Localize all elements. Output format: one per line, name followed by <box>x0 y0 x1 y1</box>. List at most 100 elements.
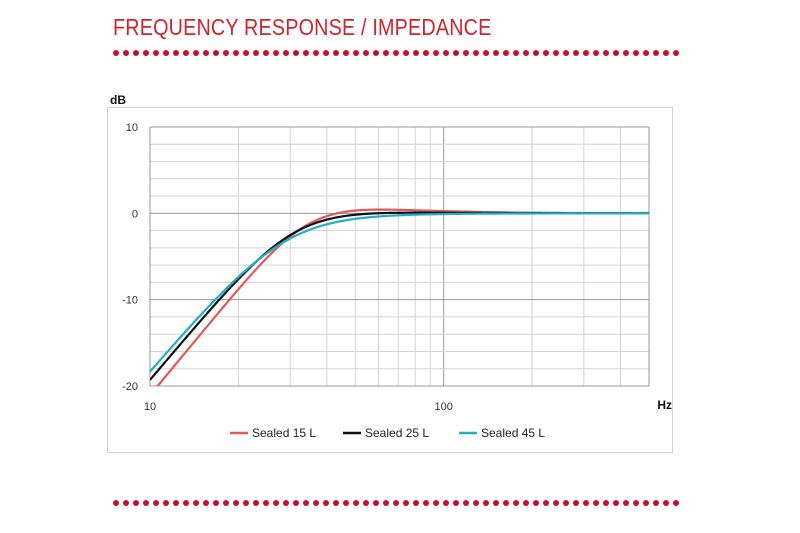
divider-dot <box>243 500 249 506</box>
divider-dot <box>123 50 129 56</box>
divider-dot <box>433 500 439 506</box>
divider-dot <box>493 500 499 506</box>
divider-dot <box>303 50 309 56</box>
divider-dot <box>323 500 329 506</box>
divider-dot <box>663 500 669 506</box>
y-tick-label: -20 <box>122 381 138 393</box>
divider-dot <box>483 500 489 506</box>
divider-dot <box>193 50 199 56</box>
divider-dot <box>563 500 569 506</box>
divider-dot <box>143 500 149 506</box>
divider-dot <box>673 50 679 56</box>
divider-dot <box>423 50 429 56</box>
divider-dot <box>293 500 299 506</box>
divider-dot <box>123 500 129 506</box>
divider-dot <box>113 50 119 56</box>
divider-dot <box>253 500 259 506</box>
divider-dot <box>223 500 229 506</box>
y-tick-label: -10 <box>122 295 138 307</box>
divider-dot <box>593 500 599 506</box>
divider-dot <box>203 50 209 56</box>
divider-dot <box>543 50 549 56</box>
divider-dot <box>343 500 349 506</box>
plot-area-border <box>149 126 650 387</box>
divider-dot <box>393 50 399 56</box>
divider-dot <box>623 500 629 506</box>
y-tick-label: 10 <box>126 122 138 134</box>
series-lines <box>150 208 649 386</box>
divider-dot <box>313 50 319 56</box>
legend-label: Sealed 15 L <box>252 426 316 440</box>
divider-dot <box>113 500 119 506</box>
divider-dot <box>213 50 219 56</box>
divider-dot <box>263 500 269 506</box>
series-line-sealed-15-l <box>156 208 649 386</box>
divider-dot <box>453 50 459 56</box>
legend-label: Sealed 25 L <box>365 426 429 440</box>
divider-dot <box>583 500 589 506</box>
divider-dot <box>413 500 419 506</box>
divider-dot <box>183 500 189 506</box>
divider-dot <box>523 500 529 506</box>
divider-dot <box>463 500 469 506</box>
divider-dot <box>373 500 379 506</box>
divider-dot <box>533 500 539 506</box>
divider-dot <box>273 500 279 506</box>
divider-dot <box>543 500 549 506</box>
divider-dot <box>243 50 249 56</box>
divider-dot <box>443 50 449 56</box>
divider-dot <box>223 50 229 56</box>
divider-dot <box>303 500 309 506</box>
divider-dot <box>403 50 409 56</box>
divider-dot <box>143 50 149 56</box>
divider-dot <box>513 500 519 506</box>
divider-dot <box>393 500 399 506</box>
divider-dot <box>673 500 679 506</box>
divider-dot <box>423 500 429 506</box>
divider-dot <box>233 500 239 506</box>
divider-dot <box>503 500 509 506</box>
y-tick-label: 0 <box>132 208 138 220</box>
divider-dot <box>663 50 669 56</box>
divider-dot <box>613 500 619 506</box>
divider-dot <box>163 500 169 506</box>
divider-dot <box>413 50 419 56</box>
divider-dot <box>363 50 369 56</box>
divider-dot <box>643 50 649 56</box>
divider-dot <box>513 50 519 56</box>
page-title: FREQUENCY RESPONSE / IMPEDANCE <box>113 14 492 40</box>
divider-dot <box>133 50 139 56</box>
divider-dot <box>463 50 469 56</box>
divider-dot <box>633 500 639 506</box>
divider-dot <box>353 50 359 56</box>
divider-dot <box>453 500 459 506</box>
divider-dot <box>603 500 609 506</box>
divider-dot <box>533 50 539 56</box>
divider-dot <box>383 50 389 56</box>
divider-dot <box>473 500 479 506</box>
divider-dot <box>313 500 319 506</box>
divider-dot <box>603 50 609 56</box>
divider-dot <box>353 500 359 506</box>
legend-entry: Sealed 15 L <box>230 426 316 440</box>
series-line-sealed-45-l <box>150 212 649 373</box>
divider-dot <box>153 50 159 56</box>
divider-dot <box>383 500 389 506</box>
divider-dot <box>653 50 659 56</box>
divider-dot <box>483 50 489 56</box>
divider-dot <box>653 500 659 506</box>
chart-frame <box>107 107 673 453</box>
divider-dot <box>473 50 479 56</box>
divider-dot <box>233 50 239 56</box>
divider-dot <box>503 50 509 56</box>
divider-dot <box>203 500 209 506</box>
divider-dot <box>493 50 499 56</box>
divider-dot <box>443 500 449 506</box>
divider-dot <box>563 50 569 56</box>
dotted-divider-top <box>113 50 679 56</box>
divider-dot <box>273 50 279 56</box>
divider-dot <box>623 50 629 56</box>
divider-dot <box>333 500 339 506</box>
divider-dot <box>213 500 219 506</box>
